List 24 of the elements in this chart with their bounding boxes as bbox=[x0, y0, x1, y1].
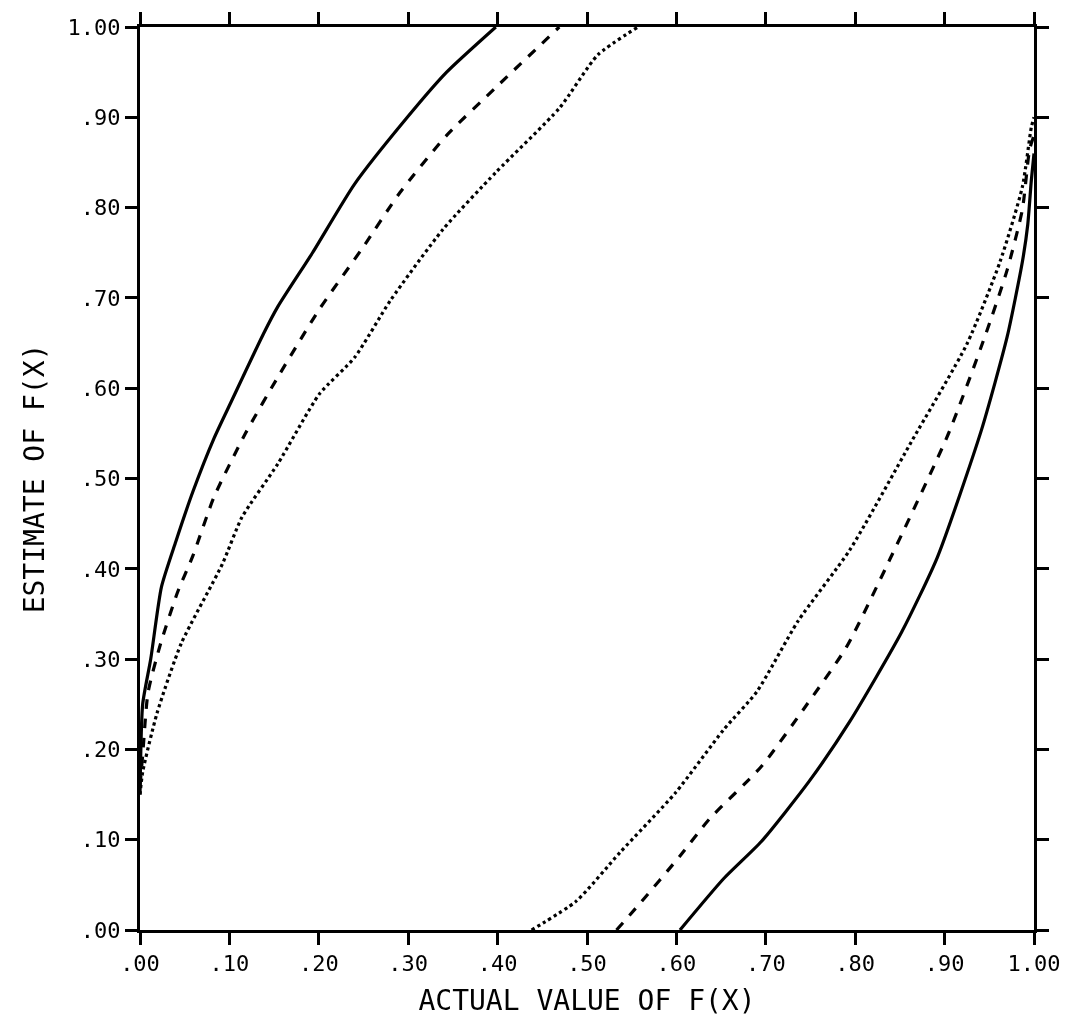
y-tick-label: .10 bbox=[80, 827, 121, 853]
x-tick-label: .10 bbox=[209, 951, 250, 977]
x-tick-label: 1.00 bbox=[1007, 951, 1061, 977]
y-tick-label: .00 bbox=[80, 917, 121, 943]
x-tick-label: .30 bbox=[388, 951, 429, 977]
x-tick-label: .50 bbox=[567, 951, 607, 977]
y-tick-label: .70 bbox=[80, 285, 121, 311]
y-tick-label: .80 bbox=[80, 195, 121, 221]
x-tick-label: .40 bbox=[477, 951, 518, 977]
y-tick-label: 1.00 bbox=[67, 14, 121, 40]
x-tick-label: .80 bbox=[835, 951, 876, 977]
y-axis-title: ESTIMATE OF F(X) bbox=[18, 343, 52, 614]
x-tick-label: .20 bbox=[298, 951, 339, 977]
x-tick-label: .90 bbox=[924, 951, 965, 977]
y-tick-label: .20 bbox=[80, 737, 121, 763]
x-tick-label: .70 bbox=[745, 951, 786, 977]
x-axis-title: ACTUAL VALUE OF F(X) bbox=[418, 983, 756, 1017]
y-tick-label: .40 bbox=[80, 556, 121, 582]
x-tick-label: .00 bbox=[120, 951, 160, 977]
x-tick-label: .60 bbox=[656, 951, 697, 977]
y-tick-label: .50 bbox=[80, 466, 121, 492]
y-tick-label: .60 bbox=[80, 375, 121, 401]
y-tick-label: .30 bbox=[80, 646, 121, 672]
y-tick-label: .90 bbox=[80, 105, 121, 130]
